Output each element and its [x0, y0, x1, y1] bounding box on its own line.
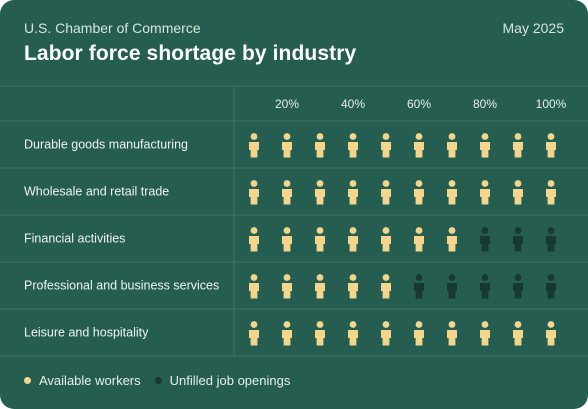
person-icon [546, 180, 556, 205]
person-icon [414, 180, 424, 205]
person-icon [513, 180, 523, 205]
person-icon [248, 133, 259, 158]
person-icon [348, 227, 358, 252]
legend-dot-available [24, 377, 31, 384]
row-label: Financial activities [24, 232, 125, 246]
tick-label: 60% [407, 97, 431, 111]
person-icon [282, 227, 292, 252]
row-label: Leisure and hospitality [24, 326, 149, 340]
person-icon [381, 133, 391, 158]
person-icon [282, 274, 292, 299]
tick-label: 100% [536, 97, 567, 111]
person-icon [348, 321, 358, 346]
tick-label: 80% [473, 97, 497, 111]
person-icon [480, 133, 490, 158]
person-icon [480, 321, 490, 346]
date-label: May 2025 [502, 20, 564, 36]
person-icon [414, 321, 424, 346]
person-icon [414, 227, 424, 252]
person-icon [381, 274, 391, 299]
row-label: Professional and business services [24, 279, 219, 293]
person-icon [480, 274, 490, 299]
person-icon [513, 227, 523, 252]
person-icon [315, 321, 325, 346]
person-icon [315, 274, 325, 299]
person-icon [447, 274, 457, 299]
tick-label: 20% [275, 97, 299, 111]
person-icon [480, 180, 490, 205]
person-icon [315, 133, 325, 158]
person-icon [447, 180, 457, 205]
person-icon [414, 274, 424, 299]
person-icon [480, 227, 490, 252]
legend-dot-unfilled [154, 377, 162, 384]
legend-item-unfilled: Unfilled job openings [154, 373, 291, 388]
person-icon [348, 180, 358, 205]
chart-title: Labor force shortage by industry [24, 42, 357, 65]
person-icon [447, 227, 457, 252]
person-icon [513, 133, 523, 158]
person-icon [248, 274, 259, 299]
person-icon [282, 321, 292, 346]
person-icon [248, 227, 259, 252]
person-icon [381, 321, 391, 346]
source-label: U.S. Chamber of Commerce [24, 20, 201, 36]
person-icon [513, 321, 523, 346]
person-icon [414, 133, 424, 158]
person-icon [248, 180, 259, 205]
person-icon [282, 180, 292, 205]
person-icon [447, 133, 457, 158]
row-label: Durable goods manufacturing [24, 138, 188, 152]
person-icon [447, 321, 457, 346]
person-icon [513, 274, 523, 299]
person-icon [348, 133, 358, 158]
person-icon [546, 227, 556, 252]
person-icon [282, 133, 292, 158]
person-icon [315, 227, 325, 252]
person-icon [381, 180, 391, 205]
person-icon [546, 274, 556, 299]
row-label: Wholesale and retail trade [24, 185, 169, 199]
person-icon [546, 321, 556, 346]
tick-label: 40% [341, 97, 365, 111]
legend-label-available: Available workers [39, 373, 141, 388]
person-icon [248, 321, 259, 346]
legend-label-unfilled: Unfilled job openings [169, 373, 291, 388]
legend-item-available: Available workers [24, 373, 141, 388]
person-icon [348, 274, 358, 299]
person-icon [315, 180, 325, 205]
legend: Available workers Unfilled job openings [24, 373, 304, 388]
person-icon [546, 133, 556, 158]
person-icon [381, 227, 391, 252]
